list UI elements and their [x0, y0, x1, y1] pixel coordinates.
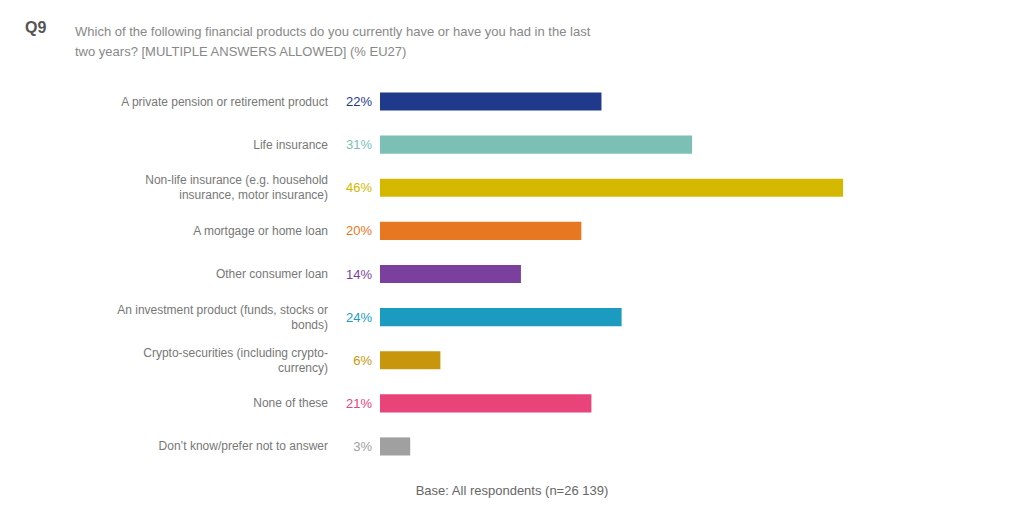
svg-text:Don’t know/prefer not to answe: Don’t know/prefer not to answer	[159, 439, 328, 453]
svg-text:currency): currency)	[278, 361, 328, 375]
svg-text:14%: 14%	[346, 267, 372, 282]
svg-text:21%: 21%	[346, 396, 372, 411]
svg-text:A mortgage or home loan: A mortgage or home loan	[193, 224, 328, 238]
svg-text:46%: 46%	[346, 180, 372, 195]
svg-text:Non-life insurance (e.g. house: Non-life insurance (e.g. household	[145, 173, 328, 187]
svg-text:insurance, motor insurance): insurance, motor insurance)	[179, 188, 328, 202]
svg-text:20%: 20%	[346, 223, 372, 238]
svg-text:None of these: None of these	[253, 396, 328, 410]
svg-text:Life insurance: Life insurance	[253, 138, 328, 152]
svg-text:6%: 6%	[353, 353, 372, 368]
svg-text:Other consumer loan: Other consumer loan	[216, 267, 328, 281]
svg-text:An investment product (funds,: An investment product (funds, stocks or	[117, 303, 328, 317]
svg-text:two years? [MULTIPLE ANSWERS A: two years? [MULTIPLE ANSWERS ALLOWED] (%…	[75, 44, 406, 59]
svg-text:31%: 31%	[346, 137, 372, 152]
svg-text:Which of the following financi: Which of the following financial product…	[75, 24, 591, 39]
svg-text:24%: 24%	[346, 310, 372, 325]
svg-text:22%: 22%	[346, 94, 372, 109]
svg-text:A private pension or retiremen: A private pension or retirement product	[121, 95, 328, 109]
svg-text:3%: 3%	[353, 439, 372, 454]
svg-text:Crypto-securities (including c: Crypto-securities (including crypto-	[143, 346, 328, 360]
svg-text:Q9: Q9	[25, 19, 46, 36]
svg-text:Base: All respondents (n=26 13: Base: All respondents (n=26 139)	[416, 483, 609, 498]
svg-text:bonds): bonds)	[291, 318, 328, 332]
